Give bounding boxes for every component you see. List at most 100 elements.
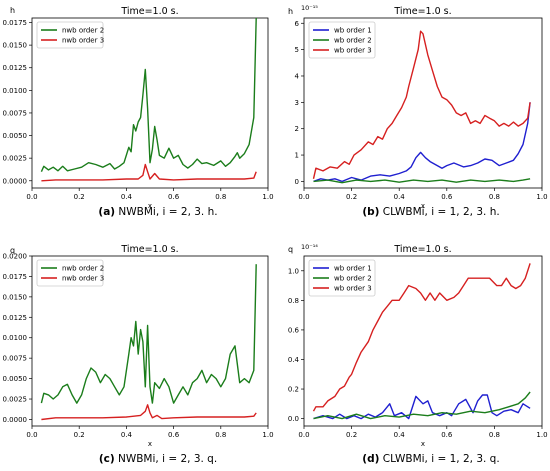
y-tick-label: 6: [295, 20, 300, 28]
chart-title: Time=1.0 s.: [120, 6, 178, 17]
y-axis-label: q: [288, 245, 293, 254]
caption-label: (a): [98, 206, 115, 218]
y-tick-label: 0.0075: [3, 355, 28, 363]
legend-label: wb order 2: [334, 275, 372, 283]
chart-title: Time=1.0 s.: [393, 6, 451, 17]
chart-panel-1: Time=1.0 s. h 0.0 0.2 0.4 0.6 0.8 1.0 0.0000 0.00…: [3, 6, 274, 218]
x-tick-label: 0.2: [346, 193, 357, 201]
chart-panel-3: Time=1.0 s. q 0.0 0.2 0.4 0.6 0.8 1.0 0.0000 0.00…: [3, 244, 274, 465]
series-line-wb-order-1: [313, 394, 531, 420]
x-axis-label: x: [421, 440, 425, 448]
caption-text: CLWBMi, i = 1, 2, 3. h.: [379, 206, 499, 218]
panel-caption: (d) CLWBMi, i = 1, 2, 3. q.: [362, 453, 499, 465]
chart-title: Time=1.0 s.: [120, 244, 178, 255]
plot-frame: [31, 255, 269, 427]
x-tick-label: 1.0: [262, 193, 273, 201]
chart-panel-2: Time=1.0 s. h 10⁻¹⁵ 0.0 0.2 0.4 0.6 0.8 1.0 0 1 2 3 4…: [288, 4, 548, 218]
plot-frame: [31, 17, 269, 189]
y-tick-label: 0.0100: [3, 334, 28, 342]
y-tick-label: 0.0100: [3, 87, 28, 95]
y-tick-label: 0.0175: [3, 273, 28, 281]
legend-label: nwb order 3: [62, 37, 104, 45]
caption-label: (c): [99, 453, 115, 465]
x-tick-label: 0.0: [26, 193, 37, 201]
plot-frame: [303, 255, 543, 427]
y-tick-label: 0.0050: [3, 375, 28, 383]
x-tick-label: 1.0: [262, 431, 273, 439]
x-tick-label: 1.0: [536, 193, 547, 201]
y-tick-label: 0.0125: [3, 314, 28, 322]
legend: [36, 21, 104, 49]
series-line-nwb-order-2: [40, 17, 257, 172]
panel-caption: (c) NWBMi, i = 2, 3. q.: [99, 453, 217, 465]
legend: [308, 21, 376, 59]
legend-label: wb order 3: [334, 285, 372, 293]
y-tick-label: 0.0000: [3, 416, 28, 424]
x-tick-label: 0.4: [394, 431, 406, 439]
caption-text: NWBMi, i = 2, 3. h.: [115, 206, 218, 218]
x-tick-label: 0.6: [168, 431, 180, 439]
y-tick-label: 0.6: [288, 326, 300, 334]
x-tick-label: 0.6: [168, 193, 180, 201]
panel-caption: (b) CLWBMi, i = 1, 2, 3. h.: [362, 206, 499, 218]
series-line-wb-order-3: [312, 30, 531, 179]
y-offset-label: 10⁻¹⁵: [301, 4, 318, 12]
y-tick-label: 0.0175: [3, 19, 28, 27]
caption-text: CLWBMi, i = 1, 2, 3. q.: [379, 453, 499, 465]
y-tick-label: 0: [295, 178, 299, 186]
y-tick-label: 0.0025: [3, 396, 28, 404]
y-tick-label: 0.0050: [3, 132, 28, 140]
x-tick-label: 0.8: [489, 431, 500, 439]
y-tick-label: 0.8: [288, 297, 299, 305]
series-line-wb-order-2: [313, 391, 531, 420]
x-tick-label: 0.2: [346, 431, 357, 439]
chart-title: Time=1.0 s.: [393, 244, 451, 255]
y-tick-label: 2: [295, 125, 299, 133]
y-axis-label: q: [10, 246, 15, 255]
legend-label: nwb order 2: [62, 265, 104, 273]
legend-label: wb order 3: [334, 47, 372, 55]
legend-label: wb order 1: [334, 27, 372, 35]
y-tick-label: 0.0025: [3, 155, 28, 163]
legend: [308, 259, 376, 297]
y-tick-label: 4: [295, 72, 300, 80]
y-tick-label: 0.0150: [3, 42, 28, 50]
caption-label: (d): [362, 453, 379, 465]
y-tick-label: 0.0000: [3, 177, 28, 185]
x-tick-label: 0.4: [121, 193, 133, 201]
series-line-nwb-order-3: [41, 404, 257, 421]
x-tick-label: 0.4: [121, 431, 133, 439]
y-tick-label: 0.0125: [3, 64, 28, 72]
y-tick-label: 0.0075: [3, 109, 28, 117]
x-tick-label: 0.6: [441, 431, 453, 439]
legend-label: wb order 2: [334, 37, 372, 45]
panel-caption: (a) NWBMi, i = 2, 3. h.: [98, 206, 217, 218]
x-tick-label: 0.0: [298, 193, 309, 201]
x-tick-label: 1.0: [536, 431, 547, 439]
x-tick-label: 0.6: [441, 193, 453, 201]
legend-label: nwb order 3: [62, 275, 104, 283]
x-tick-label: 0.4: [394, 193, 406, 201]
y-tick-label: 0.0: [288, 415, 299, 423]
y-tick-label: 1: [295, 152, 299, 160]
y-axis-label: h: [288, 7, 293, 16]
x-tick-label: 0.8: [489, 193, 500, 201]
x-axis-label: x: [421, 202, 425, 210]
x-tick-label: 0.8: [215, 193, 226, 201]
x-axis-label: x: [148, 440, 152, 448]
y-tick-label: 0.2: [288, 386, 299, 394]
y-tick-label: 0.4: [288, 356, 300, 364]
legend-label: wb order 1: [334, 265, 372, 273]
series-line-wb-order-3: [312, 263, 531, 412]
series-line-nwb-order-3: [41, 163, 257, 182]
y-tick-label: 1.0: [288, 267, 299, 275]
chart-panel-4: Time=1.0 s. q 10⁻¹⁴ 0.0 0.2 0.4 0.6 0.8 1.0 0.0 0.…: [288, 243, 548, 465]
x-tick-label: 0.2: [74, 193, 85, 201]
series-line-nwb-order-2: [40, 264, 257, 404]
series-line-wb-order-2: [313, 178, 531, 184]
y-offset-label: 10⁻¹⁴: [301, 243, 318, 251]
x-tick-label: 0.0: [298, 431, 309, 439]
x-axis-label: x: [148, 202, 152, 210]
plot-frame: [303, 17, 543, 189]
